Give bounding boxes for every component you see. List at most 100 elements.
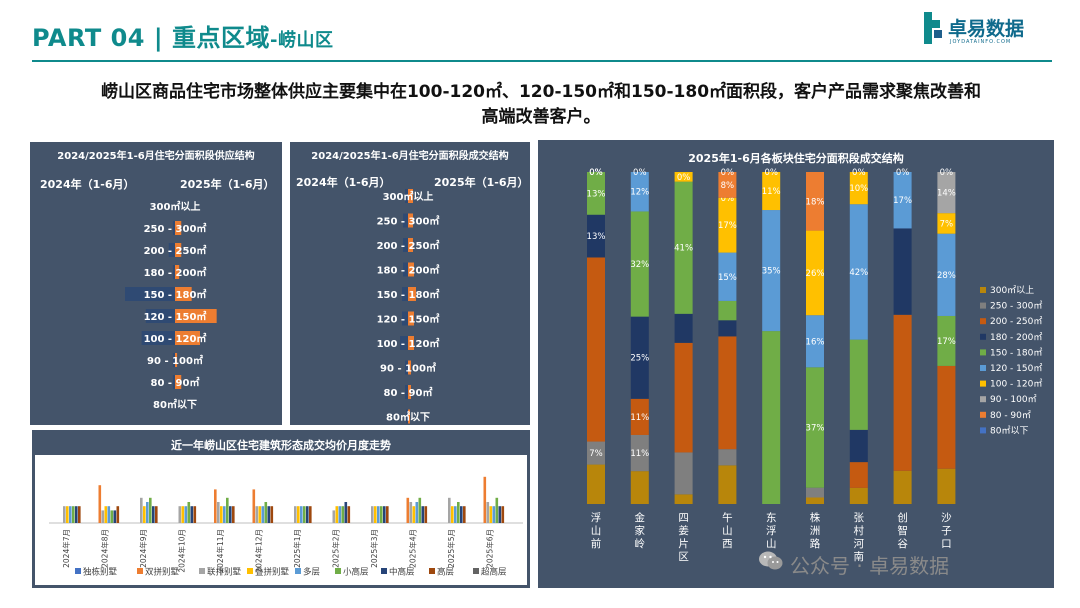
deal-category-label: 90 - 100㎡ xyxy=(380,362,436,375)
price-bar xyxy=(421,506,425,523)
price-month-label: 2024年10月 xyxy=(177,529,187,573)
structure-data-label: 16% xyxy=(806,337,825,347)
structure-data-label: 11% xyxy=(630,413,649,423)
structure-segment xyxy=(937,213,956,234)
structure-segment xyxy=(674,342,693,453)
structure-data-label: 0% xyxy=(896,168,910,178)
price-bar xyxy=(226,497,229,523)
price-chart-panel: 近一年崂山区住宅建筑形态成交均价月度走势 2024年7月 2024年8月 2024年… xyxy=(32,430,530,588)
deal-chart: 300㎡以上 250 - 300㎡ 200 - 250㎡ 180 - 200㎡ 150 … xyxy=(377,189,440,424)
price-legend-label: 双拼别墅 xyxy=(145,567,180,578)
structure-category-label: 岭 xyxy=(635,537,646,550)
deal-category-label: 80㎡以下 xyxy=(386,411,430,424)
price-bar xyxy=(415,502,419,523)
supply-bar-2024 xyxy=(172,375,175,389)
price-bar xyxy=(347,506,351,523)
header-divider xyxy=(32,60,1052,62)
supply-bar-2025 xyxy=(175,221,182,235)
price-bar xyxy=(261,506,265,523)
price-bar xyxy=(406,497,410,523)
supply-chart: 300㎡以上 250 - 300㎡ 200 - 250㎡ 180 - 200㎡ 150 … xyxy=(125,200,217,411)
price-month-label: 2024年7月 xyxy=(61,529,71,568)
structure-data-label: 32% xyxy=(630,260,649,270)
structure-legend-swatch xyxy=(980,333,986,340)
structure-category-label: 创 xyxy=(897,511,908,524)
price-bar xyxy=(454,506,457,523)
structure-segment xyxy=(718,300,737,321)
structure-category-label: 浮 xyxy=(591,512,602,524)
title-separator: | xyxy=(153,24,164,52)
structure-data-label: 25% xyxy=(630,354,649,364)
structure-category-label: 智 xyxy=(897,524,908,537)
price-month-label: 2025年3月 xyxy=(369,529,379,568)
price-bar xyxy=(75,506,78,523)
price-bar xyxy=(270,506,274,523)
structure-category-label: 山 xyxy=(591,525,602,537)
price-bar xyxy=(264,502,268,523)
brand-name: 卓易数据 xyxy=(948,18,1025,40)
deal-bar-2025 xyxy=(408,311,414,326)
deal-bar-2025 xyxy=(408,336,414,350)
structure-category-label: 前 xyxy=(591,537,602,550)
structure-segment xyxy=(718,172,737,198)
supply-bar-2024 xyxy=(168,243,175,257)
structure-category-label: 午 xyxy=(722,511,733,524)
structure-segment xyxy=(718,336,737,450)
price-month-label: 2025年5月 xyxy=(446,529,456,568)
structure-data-label: 0% xyxy=(589,168,603,178)
structure-category-label: 金 xyxy=(635,511,646,524)
structure-segment xyxy=(587,172,605,215)
structure-segment xyxy=(806,172,824,231)
structure-segment xyxy=(806,315,824,368)
price-month-label: 2025年2月 xyxy=(331,529,341,568)
structure-segment xyxy=(893,470,912,504)
supply-bar-2025 xyxy=(175,287,192,301)
deal-bar-2024 xyxy=(400,336,408,350)
structure-legend-swatch xyxy=(980,411,986,418)
structure-data-label: 7% xyxy=(589,449,603,459)
supply-bar-2024 xyxy=(172,265,175,279)
page-title: PART 04 | 重点区域-崂山区 xyxy=(32,18,333,53)
structure-category-label: 洲 xyxy=(810,525,821,537)
price-legend-swatch xyxy=(75,568,81,574)
structure-data-label: 0% xyxy=(633,168,647,178)
price-bar xyxy=(101,510,105,523)
deal-bar-2025 xyxy=(408,385,411,399)
supply-chart-title: 2024/2025年1-6月住宅分面积段供应结构 xyxy=(57,151,255,162)
structure-segment xyxy=(893,314,912,471)
structure-data-label: 15% xyxy=(718,273,737,283)
structure-segment xyxy=(630,316,649,399)
supply-bar-2024 xyxy=(145,309,175,323)
structure-segment xyxy=(937,468,956,504)
supply-bar-2025 xyxy=(175,375,182,389)
supply-bar-2025 xyxy=(175,309,217,323)
deal-bar-2024 xyxy=(405,360,408,375)
price-bar xyxy=(223,506,226,523)
supply-category-label: 200 - 250㎡ xyxy=(144,244,207,257)
price-legend-swatch xyxy=(137,568,143,574)
watermark-text: 公众号 · 卓易数据 xyxy=(790,554,950,578)
deal-category-label: 180 - 200㎡ xyxy=(377,264,440,277)
brand-mark-icon xyxy=(924,12,942,44)
price-legend-label: 超高层 xyxy=(481,567,507,578)
price-legend-swatch xyxy=(473,568,479,574)
price-bar xyxy=(143,506,146,523)
structure-category-label: 西 xyxy=(722,538,733,550)
structure-data-label: 8% xyxy=(721,181,735,191)
structure-legend-label: 300㎡以上 xyxy=(990,285,1034,296)
price-chart: 2024年7月 2024年8月 2024年9月 2024年10月 2024年11月 202… xyxy=(49,476,523,578)
deal-bar-2024 xyxy=(405,189,408,203)
deal-category-label: 120 - 150㎡ xyxy=(377,313,440,326)
structure-data-label: 0% xyxy=(589,168,603,178)
structure-legend-swatch xyxy=(980,380,986,387)
price-bar xyxy=(217,502,220,523)
structure-category-label: 四 xyxy=(678,512,689,524)
deal-bar-2024 xyxy=(403,262,408,277)
price-bar xyxy=(306,506,309,523)
supply-category-label: 120 - 150㎡ xyxy=(144,310,207,323)
structure-segment xyxy=(718,449,737,466)
price-month-label: 2024年11月 xyxy=(215,529,225,573)
structure-segment xyxy=(893,172,912,229)
structure-category-label: 路 xyxy=(810,537,821,550)
wechat-icon xyxy=(758,548,784,574)
